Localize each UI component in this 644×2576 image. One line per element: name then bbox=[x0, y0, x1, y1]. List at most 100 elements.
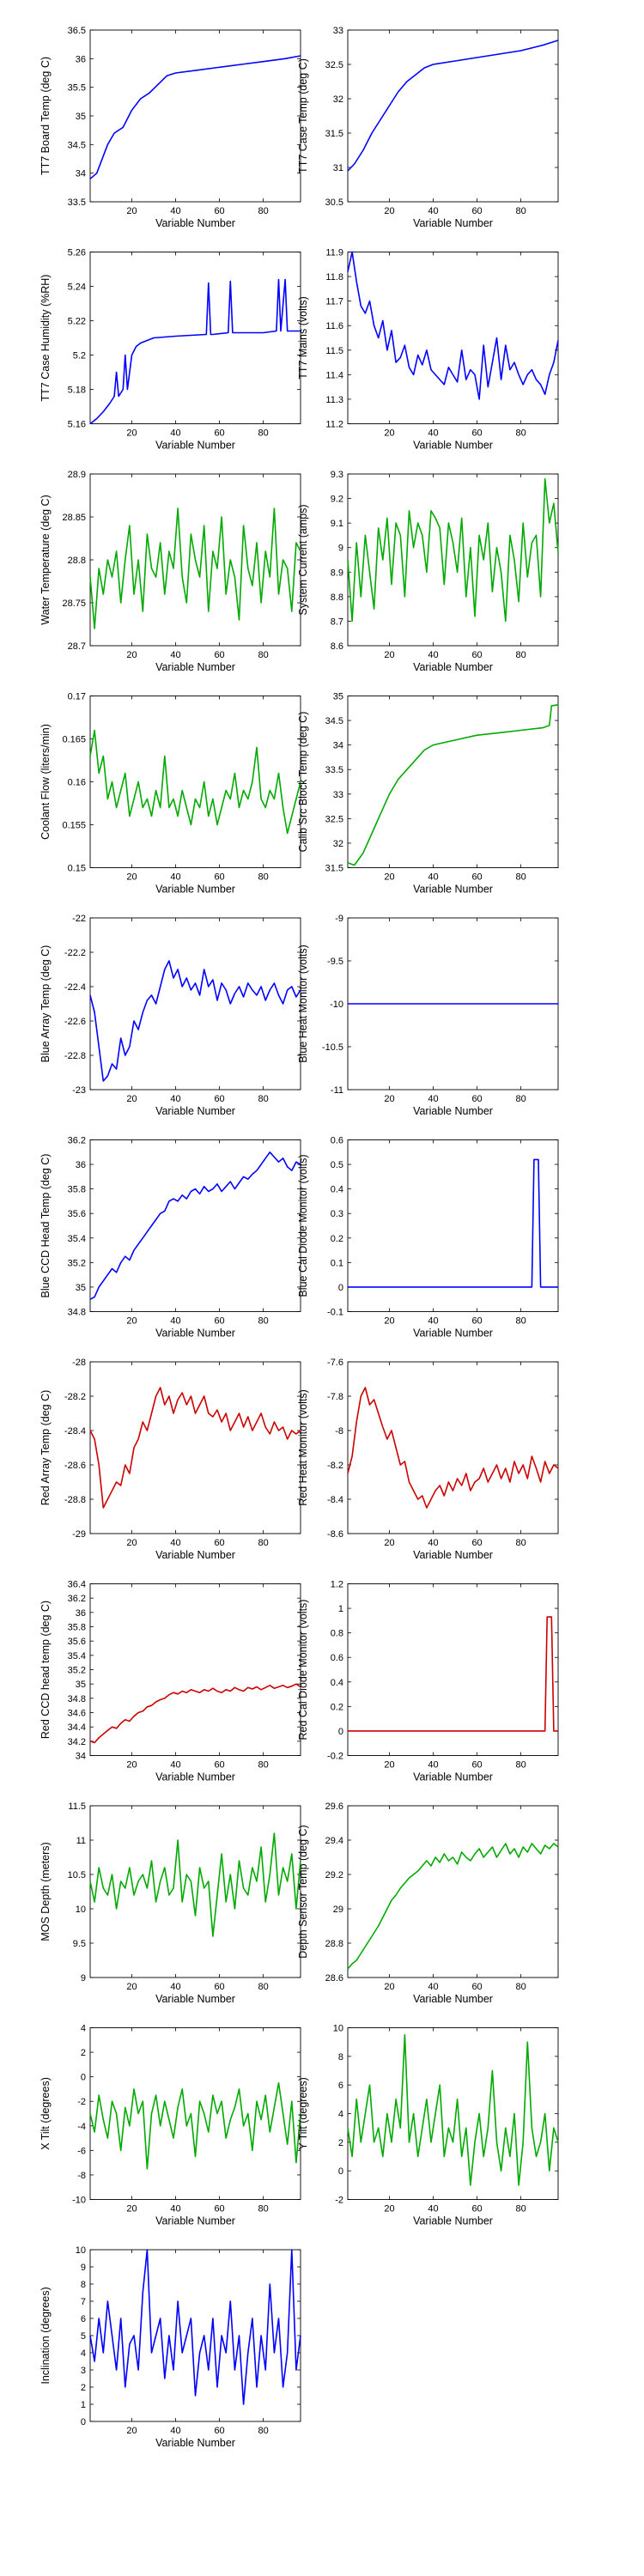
x-tick-label: 40 bbox=[170, 1316, 180, 1327]
x-axis-label: Variable Number bbox=[413, 440, 493, 452]
x-tick-label: 60 bbox=[214, 2426, 224, 2436]
chart-panel-20: -2 0 2 4 6 8 10 20 40 60 80 Variable Number Y Tilt (… bbox=[297, 2024, 559, 2227]
y-tick-label: -22.6 bbox=[64, 1017, 86, 1027]
y-tick-label: 34.8 bbox=[68, 1308, 86, 1318]
y-tick-label: 32.5 bbox=[325, 814, 343, 824]
y-axis-label: Blue CCD Head Temp (deg C) bbox=[39, 1154, 52, 1298]
x-tick-label: 20 bbox=[126, 1538, 137, 1548]
x-tick-label: 80 bbox=[515, 1760, 526, 1771]
y-tick-label: 34 bbox=[76, 169, 86, 179]
y-tick-label: 0.16 bbox=[68, 778, 86, 788]
y-tick-label: 1.2 bbox=[331, 1580, 343, 1590]
chart-panel-6: 8.6 8.7 8.8 8.9 9 9.1 9.2 9.3 20 40 60 80 Variable N… bbox=[297, 470, 559, 673]
y-tick-label: -11 bbox=[331, 1085, 343, 1096]
y-tick-label: 36 bbox=[76, 54, 86, 64]
plot-area bbox=[89, 1361, 301, 1534]
y-tick-label: 28.9 bbox=[68, 470, 86, 480]
x-tick-label: 60 bbox=[214, 1538, 224, 1548]
x-tick-label: 80 bbox=[258, 1760, 268, 1771]
x-tick-label: 20 bbox=[384, 650, 394, 660]
y-tick-label: 5.22 bbox=[68, 317, 86, 327]
x-tick-label: 20 bbox=[384, 872, 394, 883]
plot-area bbox=[89, 696, 301, 868]
x-tick-label: 20 bbox=[384, 2204, 394, 2215]
x-tick-label: 60 bbox=[471, 1094, 482, 1104]
y-tick-label: 5 bbox=[81, 2331, 86, 2342]
x-tick-label: 40 bbox=[170, 1538, 180, 1548]
y-tick-label: -28.8 bbox=[64, 1495, 86, 1505]
y-tick-label: 36.2 bbox=[68, 1136, 86, 1146]
y-tick-label: 0 bbox=[81, 2073, 86, 2083]
x-tick-label: 80 bbox=[515, 650, 526, 660]
y-axis-label: Water Temperature (deg C) bbox=[39, 495, 52, 624]
y-tick-label: 28.6 bbox=[325, 1973, 343, 1984]
chart-panel-15: 34 34.2 34.4 34.6 34.8 35 35.2 35.4 35.6 35.8 36 36… bbox=[39, 1580, 301, 1783]
y-tick-label: 0.4 bbox=[331, 1185, 343, 1195]
data-series-line bbox=[347, 1387, 559, 1509]
y-tick-label: 9.5 bbox=[73, 1939, 86, 1949]
x-tick-label: 40 bbox=[428, 428, 438, 439]
y-tick-label: 35.6 bbox=[68, 1209, 86, 1219]
y-axis-label: TT7 Board Temp (deg C) bbox=[39, 57, 52, 175]
x-axis-label: Variable Number bbox=[413, 1105, 493, 1117]
y-tick-label: 8.8 bbox=[331, 592, 343, 603]
x-tick-label: 20 bbox=[384, 206, 394, 216]
y-tick-label: 4 bbox=[81, 2024, 86, 2034]
y-axis-label: System Current (amps) bbox=[297, 504, 309, 615]
y-axis-label: TT7 Mains (volts) bbox=[297, 296, 309, 380]
x-axis-label: Variable Number bbox=[155, 2437, 235, 2449]
x-tick-label: 40 bbox=[428, 650, 438, 660]
x-axis-label: Variable Number bbox=[155, 1105, 235, 1117]
y-tick-label: 0.155 bbox=[62, 821, 86, 831]
y-axis-label: X Tilt (degrees) bbox=[39, 2077, 52, 2150]
x-tick-label: 80 bbox=[515, 2204, 526, 2215]
x-tick-label: 60 bbox=[471, 206, 482, 216]
x-axis-label: Variable Number bbox=[155, 2215, 235, 2227]
y-tick-label: -2 bbox=[77, 2097, 86, 2107]
x-tick-label: 80 bbox=[258, 2426, 268, 2436]
x-tick-label: 20 bbox=[384, 1316, 394, 1327]
y-axis-label: TT7 Case Temp (deg C) bbox=[297, 58, 309, 173]
chart-panel-14: -8.6 -8.4 -8.2 -8 -7.8 -7.6 20 40 60 80 Variable N… bbox=[297, 1358, 559, 1561]
y-tick-label: -10 bbox=[330, 999, 343, 1010]
y-tick-label: 8 bbox=[338, 2052, 343, 2063]
x-tick-label: 60 bbox=[214, 2204, 224, 2215]
y-tick-label: 0 bbox=[81, 2417, 86, 2427]
data-series-line bbox=[347, 251, 559, 400]
chart-panel-18: 28.6 28.8 29 29.2 29.4 29.6 20 40 60 80 Variable N… bbox=[297, 1801, 559, 2005]
data-series-line bbox=[347, 1843, 559, 1970]
plot-area bbox=[347, 29, 559, 203]
x-tick-label: 40 bbox=[170, 1760, 180, 1771]
data-series-line bbox=[347, 477, 559, 623]
x-axis-label: Variable Number bbox=[155, 661, 235, 673]
y-axis-label: MOS Depth (meters) bbox=[39, 1842, 52, 1941]
y-tick-label: 34.2 bbox=[68, 1737, 86, 1747]
x-tick-label: 20 bbox=[126, 650, 137, 660]
y-tick-label: 11.5 bbox=[68, 1801, 86, 1812]
chart-panel-2: 30.5 31 31.5 32 32.5 33 20 40 60 80 Variable Numbe… bbox=[297, 26, 559, 229]
x-tick-label: 20 bbox=[384, 428, 394, 439]
data-series-line bbox=[89, 2249, 301, 2405]
y-tick-label: 31.5 bbox=[325, 864, 343, 874]
y-tick-label: 5.24 bbox=[68, 283, 86, 293]
x-tick-label: 80 bbox=[258, 1982, 268, 1992]
chart-panel-8: 31.5 32 32.5 33 33.5 34 34.5 35 20 40 60 80 Variable… bbox=[297, 692, 559, 896]
x-tick-label: 80 bbox=[258, 2204, 268, 2215]
plot-area bbox=[89, 252, 301, 424]
y-axis-label: Red Cal Diode Monitor (volts) bbox=[297, 1600, 309, 1741]
x-tick-label: 20 bbox=[384, 1538, 394, 1548]
y-tick-label: 0.6 bbox=[331, 1653, 343, 1663]
x-tick-label: 40 bbox=[428, 1982, 438, 1992]
y-axis-label: TT7 Case Humidity (%RH) bbox=[39, 275, 52, 402]
y-tick-label: 11.4 bbox=[325, 370, 343, 380]
x-axis-label: Variable Number bbox=[413, 1327, 493, 1340]
chart-panel-16: -0.2 0 0.2 0.4 0.6 0.8 1 1.2 20 40 60 80 Variable Nu… bbox=[297, 1580, 559, 1783]
y-tick-label: 11.3 bbox=[325, 395, 343, 405]
y-axis-label: Red Heat Monitor (volts) bbox=[297, 1389, 309, 1505]
x-tick-label: 80 bbox=[515, 206, 526, 216]
y-tick-label: -8.6 bbox=[327, 1529, 343, 1540]
y-tick-label: -10 bbox=[72, 2196, 86, 2206]
y-tick-label: 6 bbox=[81, 2314, 86, 2324]
y-tick-label: 11.5 bbox=[325, 346, 343, 356]
y-axis-label: Y Tilt (degrees) bbox=[297, 2077, 309, 2150]
